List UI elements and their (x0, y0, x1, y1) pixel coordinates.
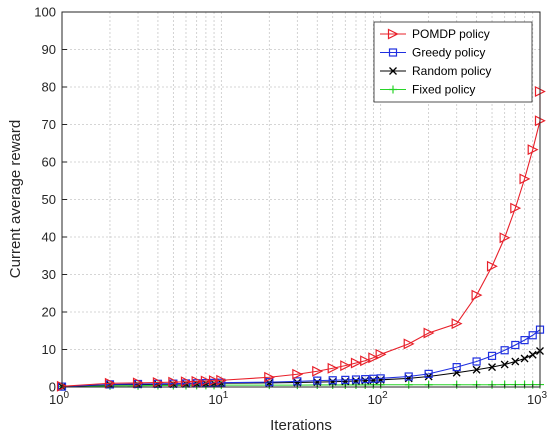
pomdp-policy-marker (403, 338, 415, 350)
greedy-policy-marker (487, 351, 497, 360)
y-tick-label: 100 (34, 5, 56, 20)
pomdp-policy-marker (368, 352, 380, 364)
y-tick-label: 60 (42, 155, 56, 170)
legend-label: POMDP policy (412, 27, 490, 41)
x-axis-label: Iterations (270, 417, 332, 434)
greedy-policy-marker (351, 375, 361, 384)
greedy-policy-marker (520, 336, 529, 345)
y-tick-label: 40 (42, 230, 56, 245)
random-policy-marker (488, 363, 496, 372)
x-tick-label: 102 (368, 390, 388, 407)
pomdp-policy-marker (423, 327, 435, 339)
legend-entry-greedy-policy: Greedy policy (380, 46, 485, 60)
pomdp-policy-marker (486, 260, 498, 272)
greedy-policy-marker (404, 372, 413, 381)
pomdp-policy-marker (327, 362, 339, 374)
pomdp-policy-marker (527, 144, 539, 156)
series-pomdp-policy (56, 86, 546, 392)
greedy-policy-marker (472, 357, 481, 366)
pomdp-policy-marker (471, 289, 483, 301)
pomdp-policy-marker (375, 348, 387, 360)
x-tick-label: 100 (49, 390, 69, 407)
pomdp-policy-marker (340, 360, 352, 372)
y-tick-label: 80 (42, 80, 56, 95)
random-policy-marker (500, 360, 509, 369)
greedy-policy-marker (376, 374, 385, 383)
greedy-policy-marker (341, 375, 350, 384)
pomdp-policy-marker (499, 232, 511, 244)
greedy-policy-marker (511, 340, 520, 350)
legend-box (373, 21, 533, 103)
legend-entry-fixed-policy: Fixed policy (380, 83, 475, 97)
pomdp-policy-marker (350, 357, 362, 369)
legend-swatch-marker (387, 28, 399, 40)
legend-swatch-marker (389, 67, 397, 75)
y-tick-label: 0 (49, 380, 56, 395)
random-policy-marker (520, 354, 529, 363)
legend-swatch-marker (388, 48, 398, 57)
grid (62, 11, 540, 388)
random-policy-marker (528, 350, 537, 359)
y-axis-label: Current average reward (7, 120, 24, 278)
y-tick-label: 90 (42, 42, 56, 57)
pomdp-policy-marker (360, 355, 372, 367)
series-layer (56, 86, 546, 392)
legend-entry-pomdp-policy: POMDP policy (380, 27, 490, 41)
pomdp-policy-line (61, 91, 541, 387)
y-tick-label: 20 (42, 305, 56, 320)
legend: POMDP policy Greedy policy Random policy Fi… (373, 21, 533, 103)
random-policy-marker (511, 357, 520, 366)
pomdp-policy-marker (451, 318, 463, 330)
greedy-policy-marker (452, 363, 461, 372)
pomdp-policy-marker (519, 173, 531, 185)
legend-label: Greedy policy (412, 46, 485, 60)
pomdp-policy-marker (292, 368, 304, 380)
greedy-policy-marker (361, 375, 370, 384)
legend-swatch-marker (389, 85, 397, 94)
ticks: 0 10 20 30 40 50 60 70 80 90 100 100 101 102 103 (34, 5, 547, 408)
pomdp-policy-marker (191, 375, 203, 387)
pomdp-policy-marker (510, 202, 522, 214)
pomdp-policy-marker (208, 375, 220, 387)
y-tick-label: 70 (42, 117, 56, 132)
y-tick-label: 50 (42, 192, 56, 207)
greedy-policy-marker (500, 346, 509, 355)
greedy-policy-marker (424, 369, 433, 378)
greedy-policy-marker (528, 331, 537, 340)
legend-label: Fixed policy (412, 83, 475, 97)
pomdp-policy-marker (312, 365, 324, 377)
pomdp-policy-marker (264, 371, 276, 383)
x-tick-label: 103 (527, 390, 547, 407)
random-policy-marker (472, 365, 481, 374)
y-tick-label: 30 (42, 267, 56, 282)
greedy-policy-marker (328, 376, 337, 385)
pomdp-policy-marker (200, 375, 212, 387)
y-tick-label: 10 (42, 342, 56, 357)
legend-label: Random policy (412, 64, 491, 78)
legend-entry-random-policy: Random policy (380, 64, 491, 78)
x-tick-label: 101 (208, 390, 228, 407)
